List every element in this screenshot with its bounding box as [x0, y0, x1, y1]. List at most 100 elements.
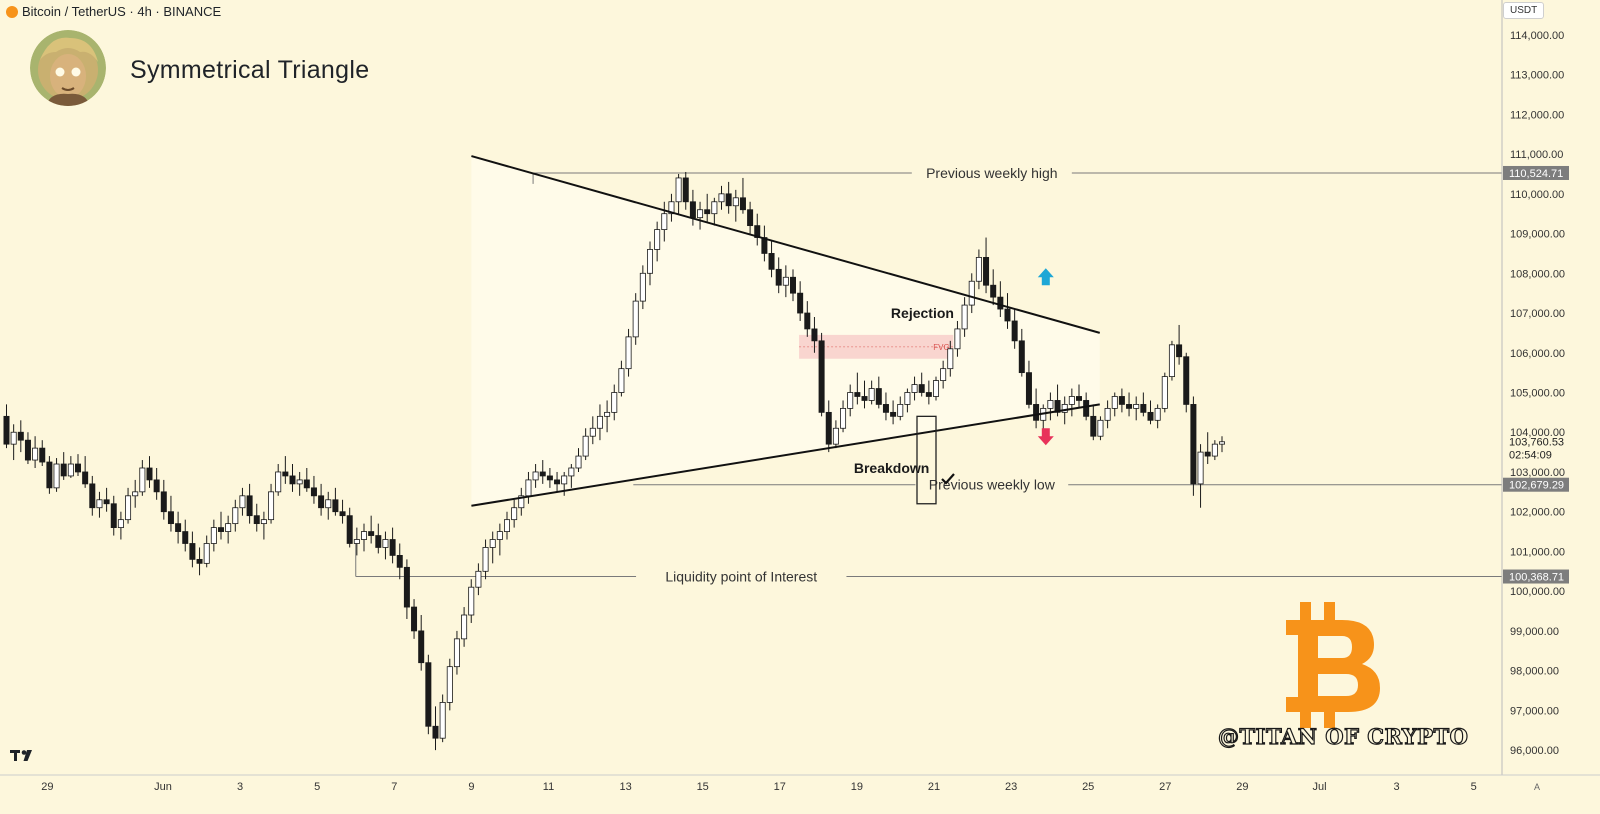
candle [39, 447, 46, 463]
candle [318, 495, 325, 509]
candle [890, 411, 897, 417]
candle [1168, 344, 1175, 378]
candle [1033, 404, 1040, 421]
candle [275, 471, 282, 493]
candle [861, 396, 868, 401]
candle [32, 447, 39, 461]
candle [368, 531, 375, 536]
candle [446, 666, 453, 703]
y-tick-label: 99,000.00 [1510, 626, 1559, 638]
currency-button[interactable]: USDT [1503, 2, 1545, 19]
level-label-1: Previous weekly low [929, 477, 1056, 493]
candle [1061, 404, 1068, 413]
candle [325, 499, 332, 509]
candle [1011, 320, 1018, 342]
level-label-bg-1 [915, 475, 1069, 494]
candle [418, 630, 425, 664]
candle [160, 491, 167, 513]
candle [897, 404, 904, 417]
x-tick-label: 25 [1082, 781, 1094, 793]
candle [60, 463, 67, 477]
candle [990, 284, 997, 298]
candle [904, 392, 911, 405]
candle [360, 531, 367, 540]
triangle-lower-line[interactable] [471, 403, 1100, 507]
candle [453, 638, 460, 668]
current-price-label: 103,760.53 [1509, 437, 1564, 449]
candle [82, 471, 89, 485]
x-tick-label: 5 [314, 781, 320, 793]
candle [210, 527, 217, 544]
y-tick-label: 101,000.00 [1510, 546, 1565, 558]
candle [489, 539, 496, 548]
candle [668, 201, 675, 215]
x-tick-label: 17 [774, 781, 786, 793]
candle [217, 527, 224, 532]
y-tick-label: 105,000.00 [1510, 388, 1565, 400]
down-arrow-icon [1037, 428, 1054, 446]
candle [811, 328, 818, 342]
candle [711, 201, 718, 215]
candle [582, 435, 589, 457]
tradingview-logo-icon[interactable] [10, 748, 38, 767]
candle [525, 479, 532, 497]
candle [568, 467, 575, 477]
candle [611, 392, 618, 413]
candle [232, 507, 239, 525]
y-tick-label: 113,000.00 [1510, 70, 1564, 82]
candle [632, 300, 639, 338]
x-tick-label: 29 [41, 781, 53, 793]
candle [382, 539, 389, 548]
level-label-2: Liquidity point of Interest [665, 569, 817, 585]
candle [110, 503, 117, 528]
candle [268, 491, 275, 521]
candle [1183, 356, 1190, 405]
x-tick-label: 29 [1236, 781, 1248, 793]
y-tick-label: 114,000.00 [1510, 30, 1564, 42]
triangle-upper-line[interactable] [471, 155, 1101, 334]
candle [167, 511, 174, 525]
candle [67, 463, 74, 477]
candle [983, 257, 990, 286]
candle [310, 487, 317, 497]
candle [918, 384, 925, 393]
candle [675, 177, 682, 203]
candle [303, 479, 310, 489]
candle [747, 209, 754, 227]
annotation-rejection: Rejection [891, 305, 954, 321]
candle [854, 392, 861, 397]
price-axis-bg[interactable] [1502, 0, 1600, 809]
candle [139, 467, 146, 493]
candle [554, 479, 561, 485]
x-tick-label: 3 [237, 781, 243, 793]
candle [561, 475, 568, 485]
candle [132, 491, 139, 497]
candle [1025, 372, 1032, 405]
x-tick-label: 3 [1394, 781, 1400, 793]
fvg-label: FVG [933, 343, 949, 352]
candle [575, 455, 582, 469]
breakdown-box[interactable] [916, 415, 937, 505]
y-tick-label: 100,000.00 [1510, 586, 1565, 598]
level-label-bg-2 [636, 567, 847, 586]
candle [825, 411, 832, 445]
candle [461, 614, 468, 640]
candle [339, 511, 346, 517]
avatar [30, 30, 106, 106]
candle [618, 368, 625, 393]
candle [725, 193, 732, 207]
candle [1104, 407, 1111, 421]
x-tick-label: 21 [928, 781, 940, 793]
auto-scale-button[interactable]: A [1534, 782, 1540, 792]
y-tick-label: 103,000.00 [1510, 467, 1565, 479]
y-tick-label: 104,000.00 [1510, 427, 1565, 439]
candle [439, 702, 446, 739]
candle [1154, 407, 1161, 421]
candle [146, 467, 153, 481]
candle [496, 531, 503, 540]
symbol-header[interactable]: Bitcoin / TetherUS · 4h · BINANCE [6, 4, 221, 19]
candle [1047, 400, 1054, 409]
candle [1054, 400, 1061, 413]
